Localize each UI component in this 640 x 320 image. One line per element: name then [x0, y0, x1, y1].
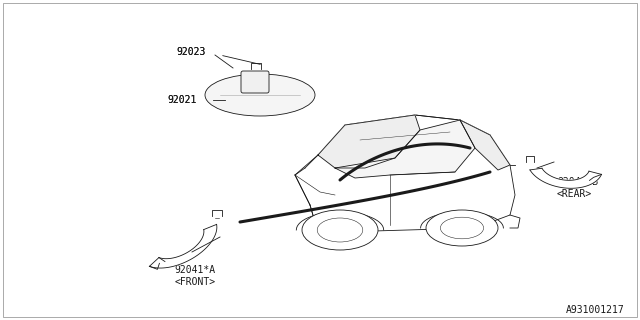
Polygon shape [149, 224, 217, 268]
Text: 92023: 92023 [176, 47, 205, 57]
Polygon shape [295, 115, 515, 232]
Text: <REAR>: <REAR> [557, 189, 592, 199]
Polygon shape [318, 115, 420, 168]
Text: 92041*A: 92041*A [175, 265, 216, 275]
Text: 92021: 92021 [167, 95, 196, 105]
Text: <FRONT>: <FRONT> [175, 277, 216, 287]
Polygon shape [530, 168, 602, 188]
Ellipse shape [302, 210, 378, 250]
Text: 92023: 92023 [176, 47, 205, 57]
Polygon shape [335, 120, 475, 178]
Ellipse shape [426, 210, 498, 246]
FancyBboxPatch shape [241, 71, 269, 93]
Polygon shape [460, 120, 510, 170]
Ellipse shape [205, 74, 315, 116]
Text: A931001217: A931001217 [566, 305, 625, 315]
Text: 92021: 92021 [167, 95, 196, 105]
Text: 92041*B: 92041*B [557, 177, 598, 187]
